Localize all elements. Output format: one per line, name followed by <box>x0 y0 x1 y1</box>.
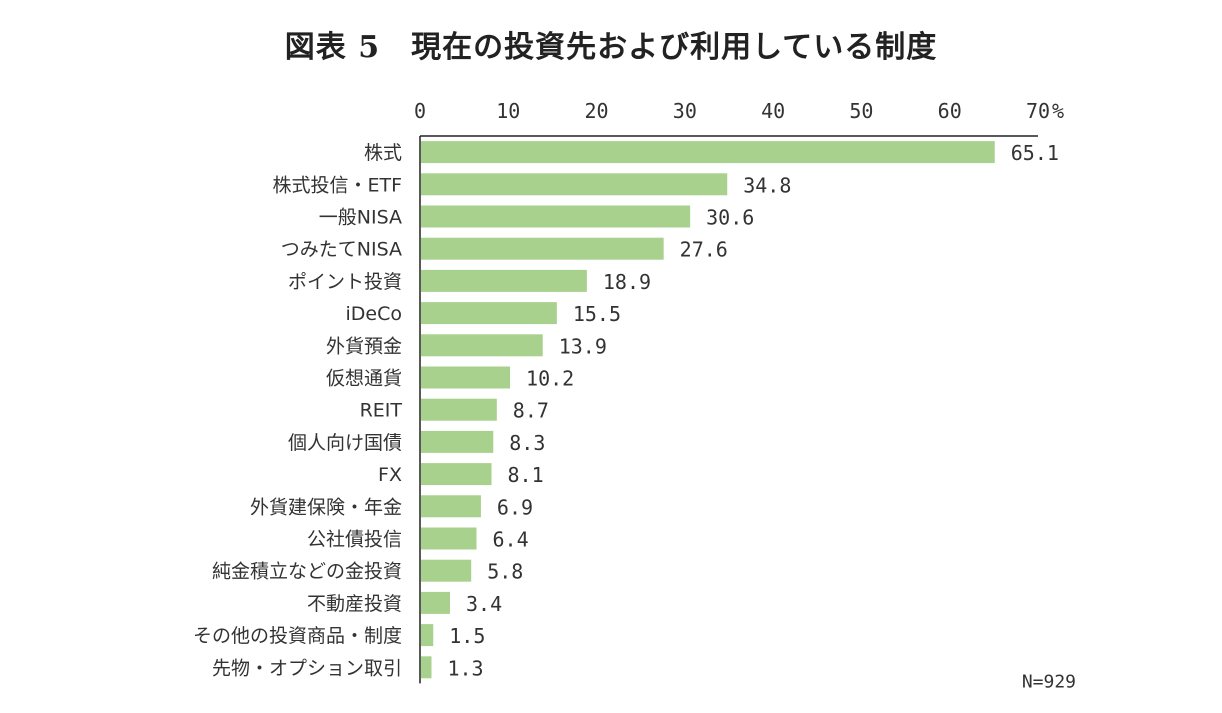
category-label: 個人向け国債 <box>288 432 402 454</box>
bar <box>421 591 451 614</box>
bar <box>421 269 587 292</box>
value-label: 6.9 <box>497 495 533 519</box>
category-label: 外貨預金 <box>326 335 402 357</box>
bar <box>421 398 497 421</box>
category-label: 不動産投資 <box>307 593 402 615</box>
value-label: 6.4 <box>493 528 529 552</box>
value-label: 30.6 <box>706 206 754 230</box>
sample-size-note: N=929 <box>1022 671 1076 692</box>
category-label: 一般NISA <box>319 207 402 229</box>
chart-title: 図表 5 現在の投資先および利用している制度 <box>284 30 938 65</box>
value-label: 8.3 <box>509 431 545 455</box>
x-tick-label: 20 <box>585 99 609 123</box>
value-label: 34.8 <box>743 173 791 197</box>
x-tick-label: 50 <box>849 99 873 123</box>
x-tick-label: 60 <box>938 99 962 123</box>
category-label: 仮想通貨 <box>326 368 402 390</box>
bar <box>421 334 543 357</box>
value-label: 18.9 <box>603 270 651 294</box>
bar <box>421 205 691 228</box>
bar <box>421 173 728 196</box>
x-tick-label: 10 <box>496 99 520 123</box>
value-label: 65.1 <box>1011 141 1059 165</box>
x-tick-label: 40 <box>761 99 785 123</box>
value-label: 15.5 <box>573 302 621 326</box>
category-label: 公社債投信 <box>307 529 402 551</box>
category-label: その他の投資商品・制度 <box>193 625 402 647</box>
bar <box>421 656 432 679</box>
category-label: iDeCo <box>346 303 403 325</box>
value-label: 27.6 <box>680 238 728 262</box>
bar <box>421 624 434 647</box>
bar <box>421 237 664 260</box>
bar <box>421 141 995 164</box>
bar <box>421 302 557 325</box>
category-label: 純金積立などの金投資 <box>212 561 402 583</box>
category-label: ポイント投資 <box>288 271 402 293</box>
bar <box>421 495 481 518</box>
category-label: つみたてNISA <box>281 239 402 261</box>
bar <box>421 463 492 486</box>
x-tick-label: 0 <box>414 99 426 123</box>
category-label: FX <box>378 464 402 486</box>
value-label: 10.2 <box>526 367 574 391</box>
value-label: 1.3 <box>447 656 483 680</box>
x-tick-label: 70 <box>1026 99 1050 123</box>
bar <box>421 430 494 453</box>
bar <box>421 366 511 389</box>
bar <box>421 559 472 582</box>
bar <box>421 527 477 550</box>
value-label: 8.7 <box>513 399 549 423</box>
x-tick-label: 30 <box>673 99 697 123</box>
category-label: 株式 <box>364 142 402 164</box>
value-label: 8.1 <box>508 463 544 487</box>
value-label: 3.4 <box>466 592 502 616</box>
category-label: 先物・オプション取引 <box>212 657 402 679</box>
value-label: 5.8 <box>487 560 523 584</box>
category-label: 外貨建保険・年金 <box>250 496 402 518</box>
x-unit-label: % <box>1052 99 1064 123</box>
category-label: REIT <box>360 400 403 422</box>
value-label: 13.9 <box>559 334 607 358</box>
category-label: 株式投信・ETF <box>272 174 402 196</box>
value-label: 1.5 <box>449 624 485 648</box>
